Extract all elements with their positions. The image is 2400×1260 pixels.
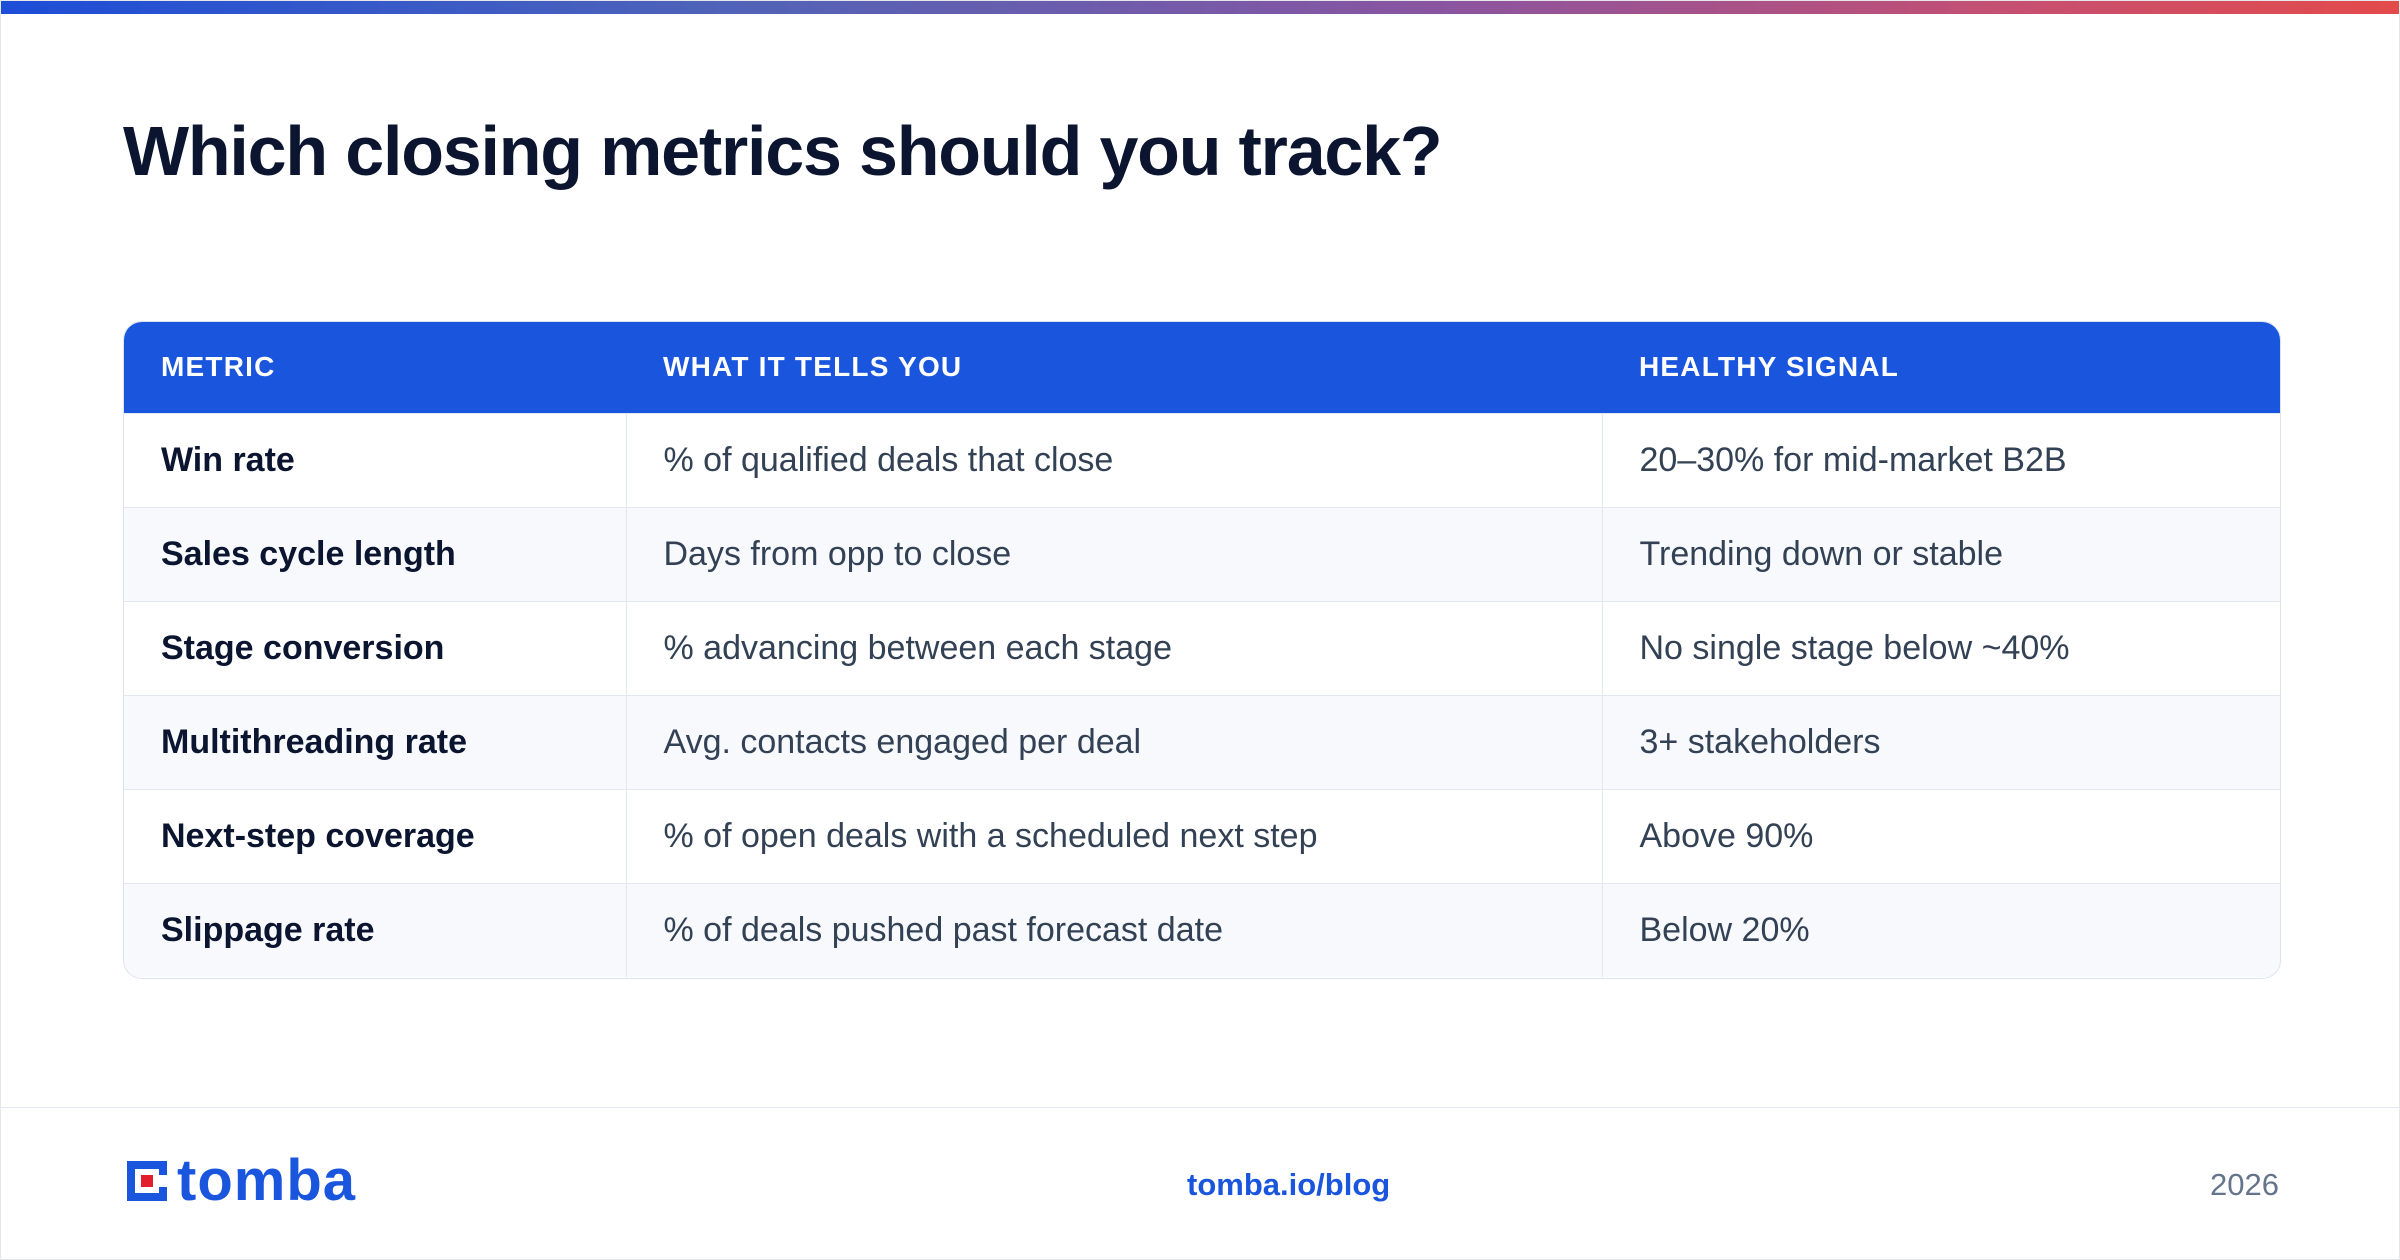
metric-cell: Next-step coverage <box>124 788 626 883</box>
table-row: Multithreading rate Avg. contacts engage… <box>124 694 2280 789</box>
signal-cell: No single stage below ~40% <box>1601 600 2280 695</box>
metrics-table: METRIC WHAT IT TELLS YOU HEALTHY SIGNAL … <box>124 322 2280 977</box>
metrics-table-container: METRIC WHAT IT TELLS YOU HEALTHY SIGNAL … <box>123 321 2281 979</box>
metric-cell: Win rate <box>124 412 626 507</box>
metric-cell: Stage conversion <box>124 600 626 695</box>
table-row: Slippage rate % of deals pushed past for… <box>124 882 2280 977</box>
footer-divider <box>1 1107 2399 1108</box>
page-title: Which closing metrics should you track? <box>123 112 1443 190</box>
table-row: Next-step coverage % of open deals with … <box>124 788 2280 883</box>
header-healthy-signal: HEALTHY SIGNAL <box>1639 351 1899 383</box>
table-row: Win rate % of qualified deals that close… <box>124 412 2280 507</box>
table-header-row: METRIC WHAT IT TELLS YOU HEALTHY SIGNAL <box>124 322 2280 413</box>
gradient-top-bar <box>1 1 2399 14</box>
meaning-cell: % of qualified deals that close <box>625 412 1602 507</box>
metric-cell: Slippage rate <box>124 882 626 977</box>
meaning-cell: % of open deals with a scheduled next st… <box>625 788 1602 883</box>
table-row: Stage conversion % advancing between eac… <box>124 600 2280 695</box>
tomba-logo-text: tomba <box>177 1148 356 1213</box>
header-what-it-tells-you: WHAT IT TELLS YOU <box>663 351 963 383</box>
meaning-cell: Days from opp to close <box>625 506 1602 601</box>
meaning-cell: % advancing between each stage <box>625 600 1602 695</box>
signal-cell: Trending down or stable <box>1601 506 2280 601</box>
signal-cell: Above 90% <box>1601 788 2280 883</box>
tomba-logo[interactable]: tomba <box>123 1148 356 1213</box>
meaning-cell: % of deals pushed past forecast date <box>625 882 1602 977</box>
blog-link[interactable]: tomba.io/blog <box>1187 1167 1391 1202</box>
footer-year: 2026 <box>2210 1167 2279 1202</box>
signal-cell: 20–30% for mid-market B2B <box>1601 412 2280 507</box>
metric-cell: Sales cycle length <box>124 506 626 601</box>
table-row: Sales cycle length Days from opp to clos… <box>124 506 2280 601</box>
signal-cell: 3+ stakeholders <box>1601 694 2280 789</box>
metric-cell: Multithreading rate <box>124 694 626 789</box>
tomba-logo-icon <box>123 1157 171 1205</box>
signal-cell: Below 20% <box>1601 882 2280 977</box>
header-metric: METRIC <box>161 351 276 383</box>
meaning-cell: Avg. contacts engaged per deal <box>625 694 1602 789</box>
